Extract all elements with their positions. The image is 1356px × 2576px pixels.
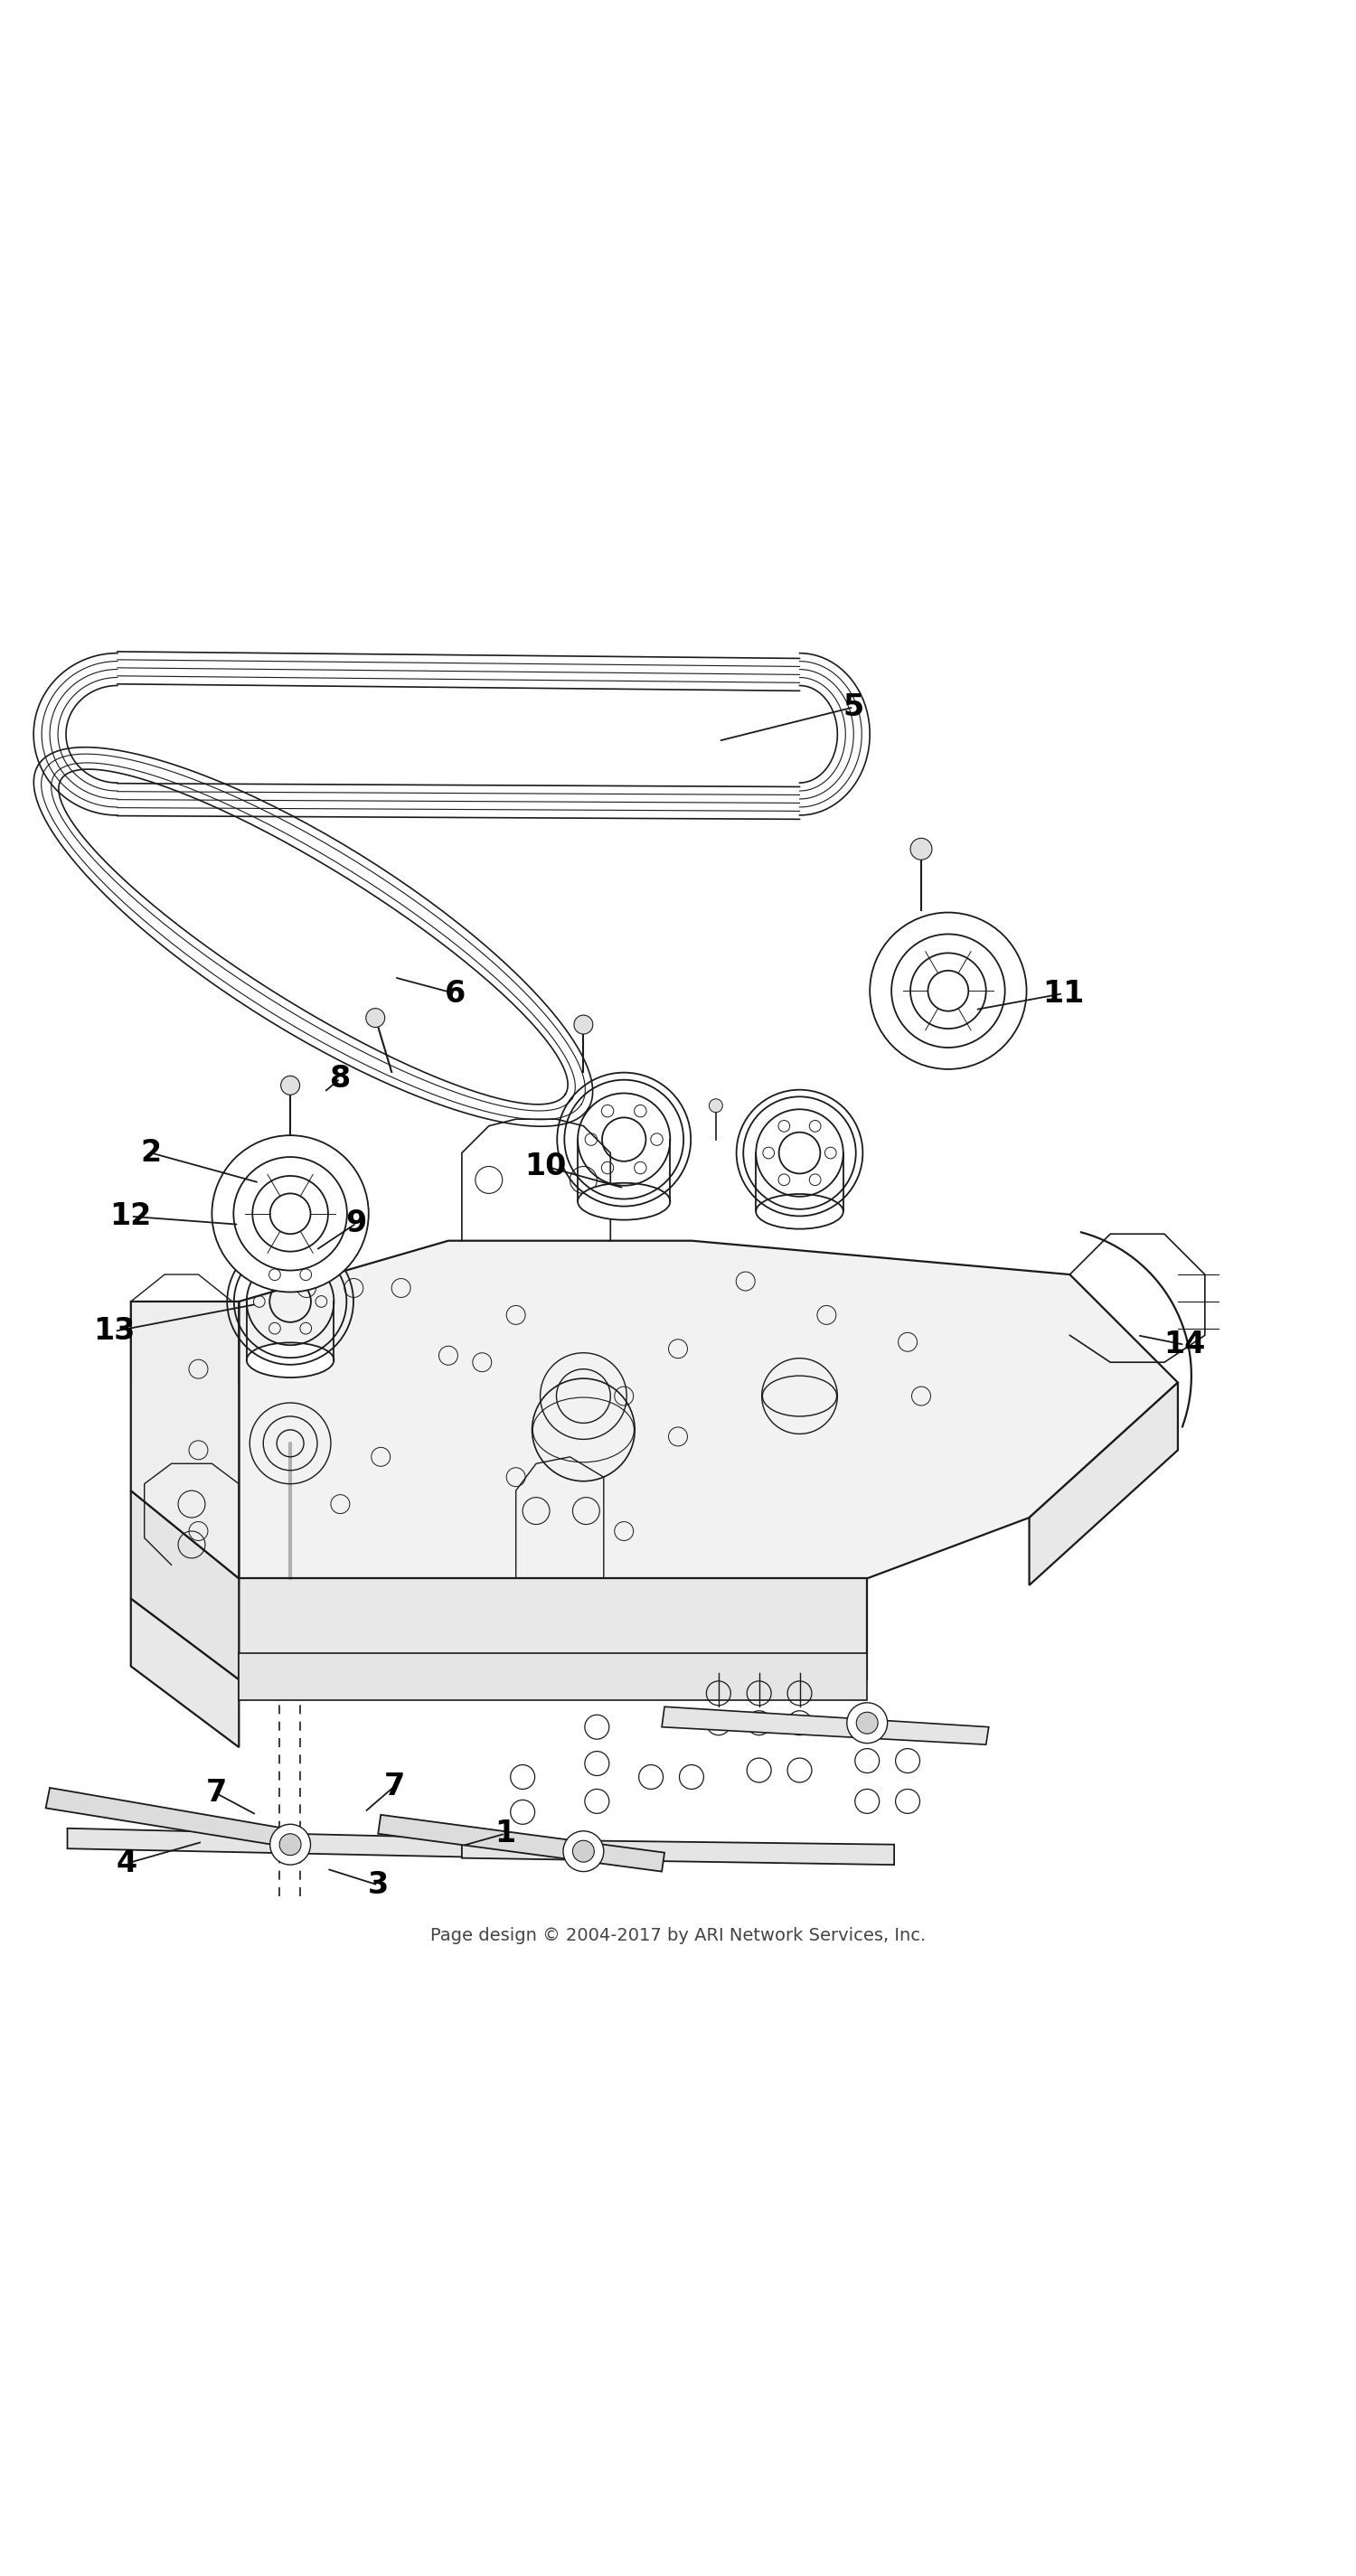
Text: 3: 3 <box>367 1870 389 1901</box>
Circle shape <box>709 1100 723 1113</box>
Text: 13: 13 <box>94 1316 136 1347</box>
Text: 5: 5 <box>843 693 864 721</box>
Circle shape <box>574 1015 593 1033</box>
Polygon shape <box>130 1600 239 1747</box>
Text: 2: 2 <box>141 1139 161 1167</box>
Text: 11: 11 <box>1043 979 1083 1007</box>
Text: 10: 10 <box>525 1151 567 1182</box>
Ellipse shape <box>578 1182 670 1221</box>
Text: ARI: ARI <box>522 1370 834 1530</box>
Circle shape <box>366 1007 385 1028</box>
Circle shape <box>281 1077 300 1095</box>
Text: 4: 4 <box>117 1850 137 1878</box>
Polygon shape <box>662 1708 989 1744</box>
Circle shape <box>848 1703 887 1744</box>
Text: Page design © 2004-2017 by ARI Network Services, Inc.: Page design © 2004-2017 by ARI Network S… <box>430 1927 926 1945</box>
Polygon shape <box>130 1301 239 1579</box>
Circle shape <box>563 1832 603 1873</box>
Text: 1: 1 <box>495 1819 515 1850</box>
Polygon shape <box>1029 1383 1178 1584</box>
Polygon shape <box>46 1788 300 1850</box>
Circle shape <box>857 1713 877 1734</box>
Polygon shape <box>239 1654 866 1700</box>
Circle shape <box>572 1839 594 1862</box>
Circle shape <box>869 912 1026 1069</box>
Polygon shape <box>378 1816 664 1873</box>
Text: 8: 8 <box>330 1064 351 1095</box>
Text: 7: 7 <box>384 1772 405 1801</box>
Circle shape <box>212 1136 369 1293</box>
Text: 7: 7 <box>206 1777 226 1808</box>
Polygon shape <box>239 1579 866 1680</box>
Circle shape <box>270 1824 311 1865</box>
Circle shape <box>910 837 932 860</box>
Text: 14: 14 <box>1163 1329 1205 1360</box>
Polygon shape <box>462 1839 894 1865</box>
Text: 12: 12 <box>110 1200 152 1231</box>
Text: 6: 6 <box>445 979 465 1007</box>
Ellipse shape <box>247 1342 334 1378</box>
Polygon shape <box>130 1492 239 1680</box>
Circle shape <box>279 1834 301 1855</box>
Ellipse shape <box>755 1195 843 1229</box>
Polygon shape <box>239 1242 1178 1579</box>
Polygon shape <box>68 1829 515 1857</box>
Text: 9: 9 <box>346 1208 367 1239</box>
